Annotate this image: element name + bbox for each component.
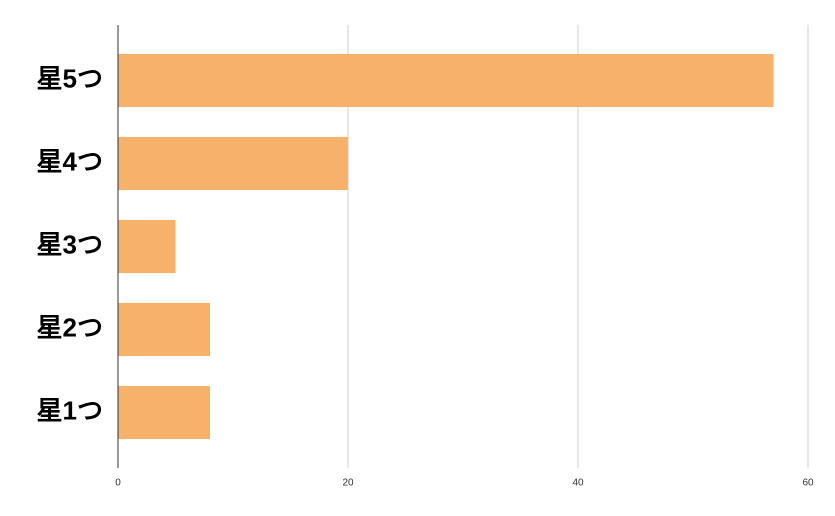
y-tick-label: 星5つ — [37, 63, 103, 93]
x-tick-label: 40 — [572, 478, 584, 489]
bar — [118, 53, 774, 108]
y-tick-label: 星2つ — [37, 312, 103, 342]
bar — [118, 219, 176, 274]
bar — [118, 302, 210, 357]
x-tick-label: 0 — [115, 478, 121, 489]
x-tick-label: 20 — [342, 478, 354, 489]
y-tick-label: 星3つ — [37, 229, 103, 259]
bar — [118, 385, 210, 440]
bar — [118, 136, 348, 191]
y-tick-label: 星1つ — [37, 395, 103, 425]
y-tick-label: 星4つ — [37, 146, 103, 176]
x-tick-label: 60 — [802, 478, 814, 489]
